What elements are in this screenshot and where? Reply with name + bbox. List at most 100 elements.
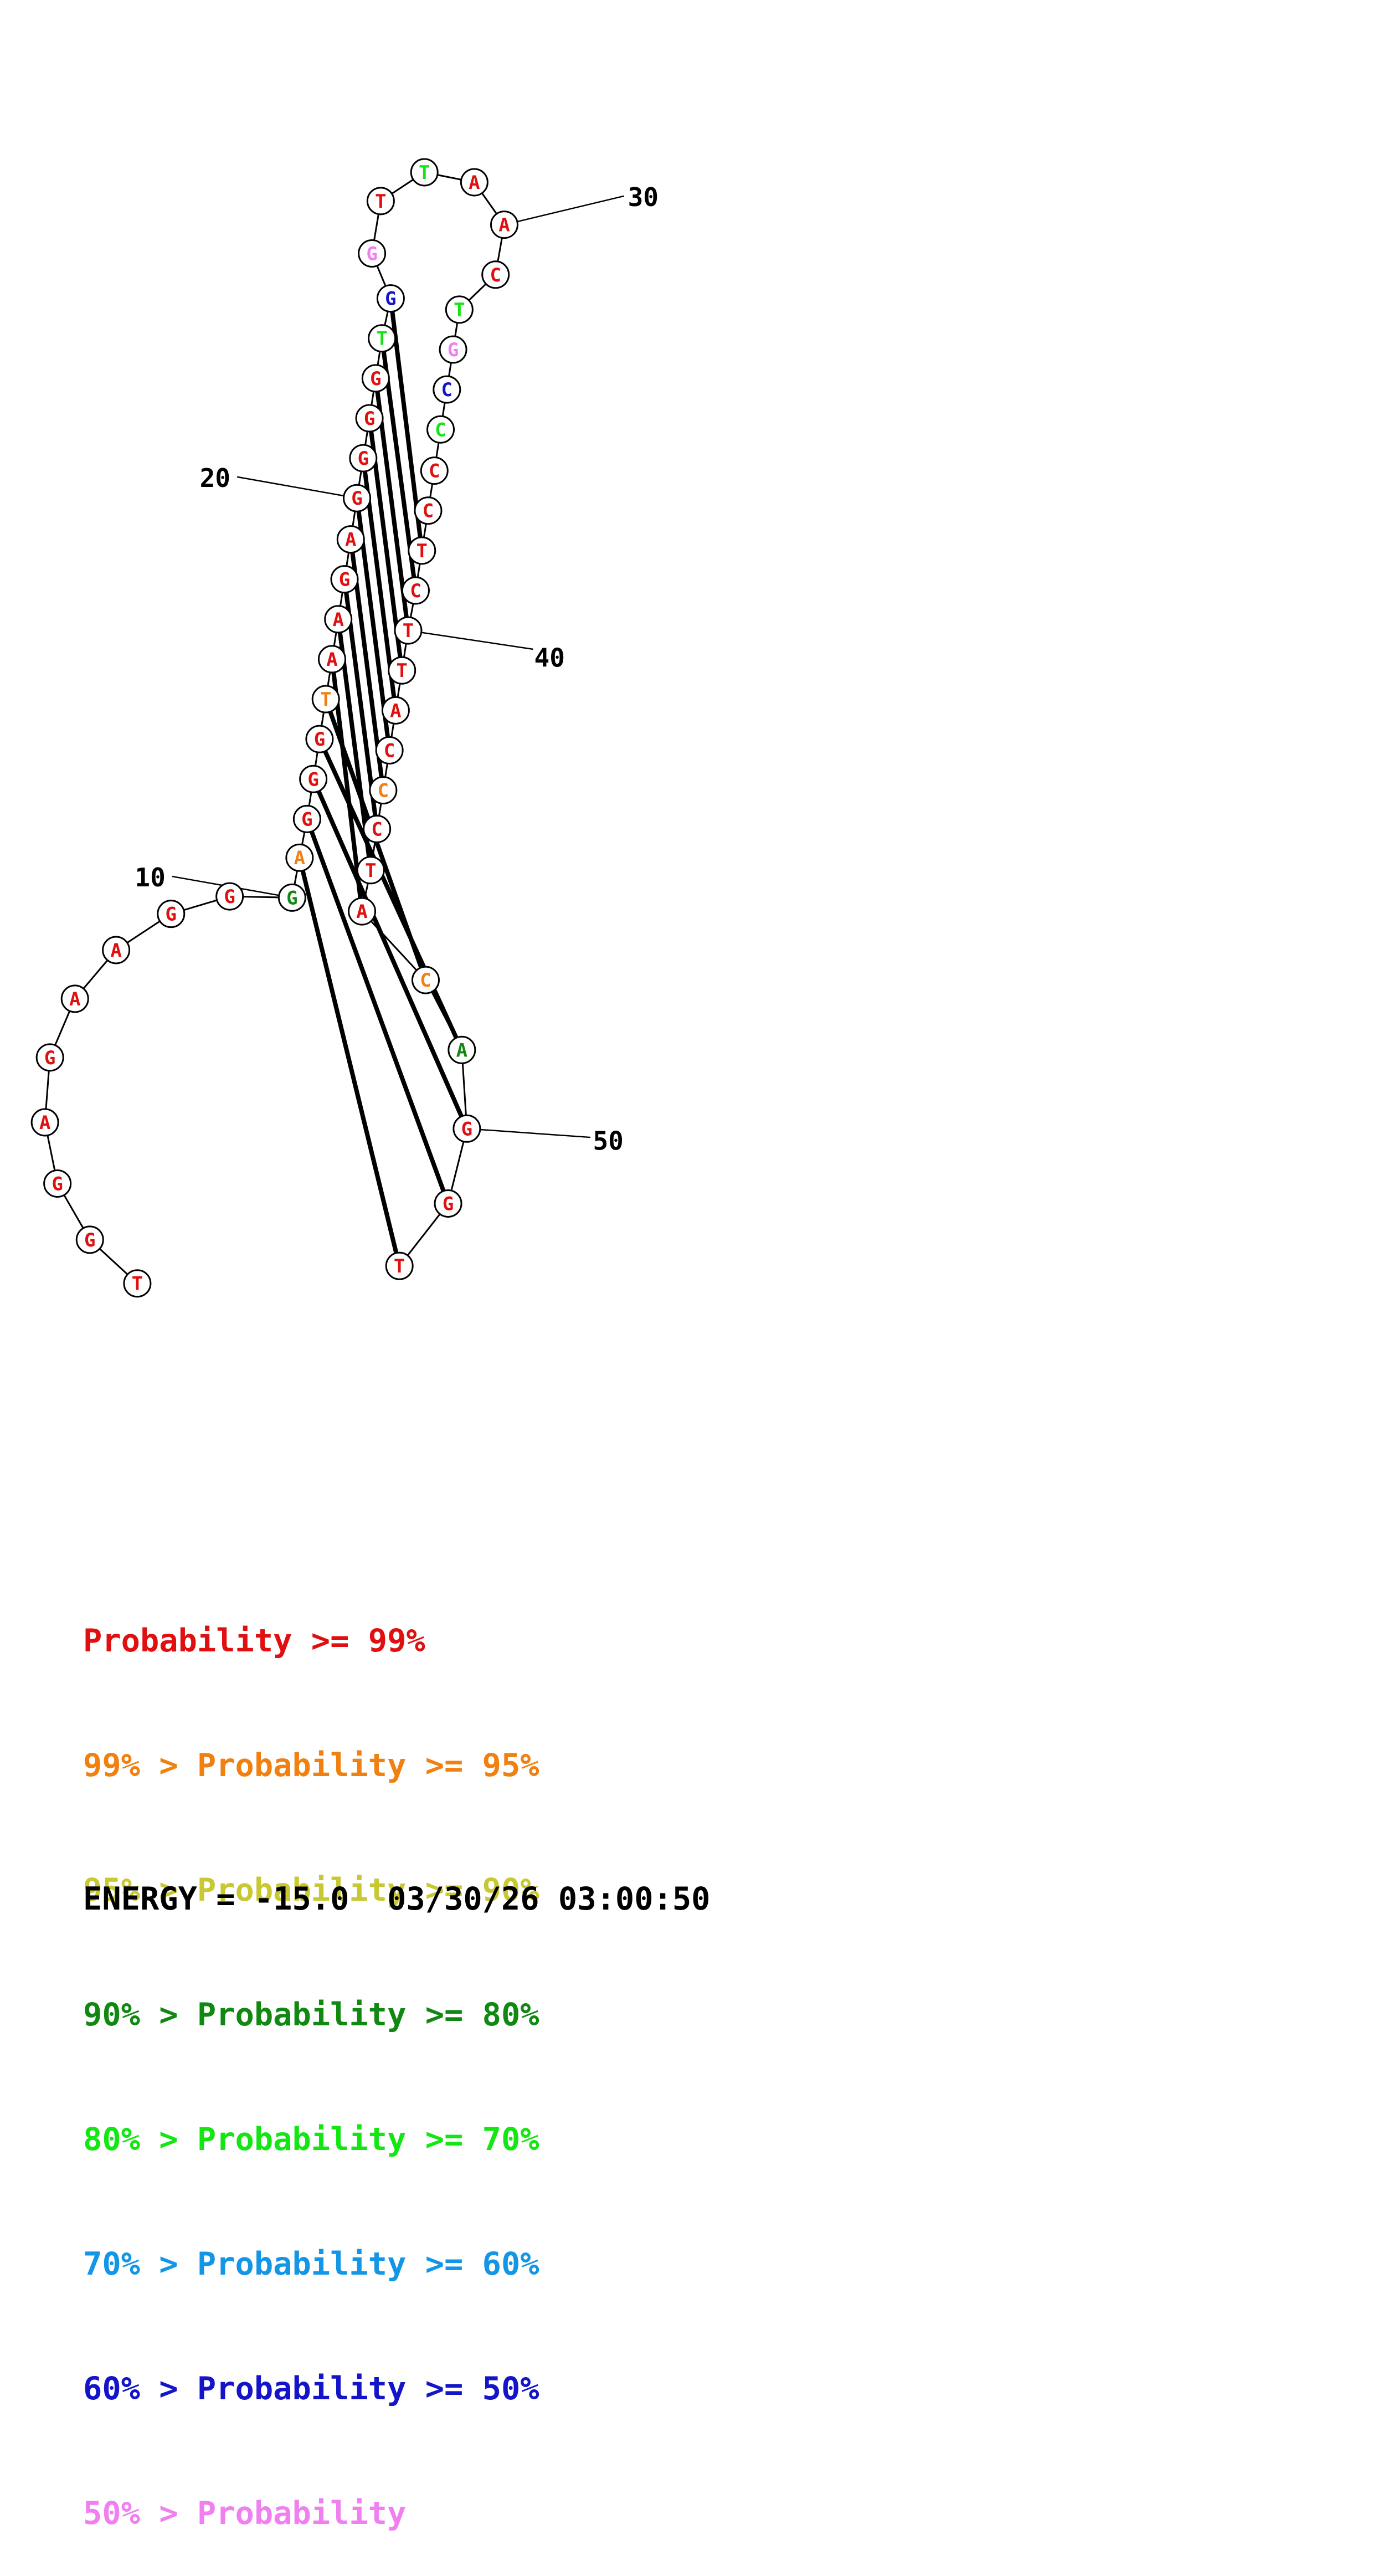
nucleotide: G	[330, 565, 359, 594]
legend-row-prefix: 95% >	[83, 1872, 197, 1908]
nucleotide-letter: G	[364, 408, 375, 430]
nucleotide-letter: T	[375, 191, 386, 213]
position-tick-label: 40	[534, 643, 565, 673]
nucleotide-circle	[433, 375, 461, 404]
nucleotide-circle	[299, 764, 328, 793]
nucleotide: A	[448, 1035, 476, 1064]
nucleotide: A	[348, 897, 377, 926]
probability-legend: Probability >= 99% 99% > Probability >= …	[83, 1537, 539, 2576]
nucleotide-letter: G	[224, 886, 235, 908]
nucleotide-letter: T	[132, 1273, 143, 1295]
legend-row: 99% > Probability >= 95%	[83, 1745, 539, 1787]
nucleotide-circle	[369, 776, 398, 805]
nucleotide-circle	[411, 966, 440, 994]
nucleotide: A	[490, 211, 518, 239]
legend-row: 95% > Probability >= 90%	[83, 1870, 539, 1911]
position-tick-label: 20	[200, 463, 230, 493]
legend-row-prefix: 60% >	[83, 2370, 197, 2407]
nucleotide-circle	[330, 565, 359, 594]
nucleotide: G	[35, 1043, 64, 1072]
nucleotide-letter: C	[371, 818, 382, 840]
nucleotide-letter: G	[286, 887, 297, 909]
nucleotide: A	[102, 936, 131, 964]
nucleotide: A	[324, 605, 353, 634]
legend-row-prefix: 70% >	[83, 2246, 197, 2282]
nucleotide-circle	[366, 187, 395, 215]
nucleotide-letter: T	[403, 620, 414, 642]
nucleotide-letter: C	[429, 460, 440, 483]
nucleotide: C	[433, 375, 461, 404]
nucleotide: T	[123, 1269, 152, 1298]
nucleotide-circle	[75, 1225, 104, 1254]
nucleotide: G	[439, 335, 467, 364]
legend-row: Probability >= 99%	[83, 1620, 539, 1662]
energy-value: ENERGY = -15.0	[83, 1881, 349, 1917]
nucleotide: C	[481, 260, 510, 289]
nucleotide: C	[363, 814, 392, 843]
base-pair-bond	[317, 738, 464, 1051]
backbone-strand	[44, 171, 506, 1284]
nucleotide-letter: A	[356, 901, 367, 923]
nucleotide-circle	[343, 484, 372, 512]
nucleotide-circle	[277, 883, 306, 912]
nucleotide-letter: T	[365, 860, 376, 882]
nucleotide-letter: G	[166, 904, 177, 926]
legend-row-prefix: 50% >	[83, 2495, 197, 2532]
nucleotide: T	[311, 685, 340, 714]
nucleotide-circle	[35, 1043, 64, 1072]
base-pair-bond	[305, 818, 450, 1204]
nucleotide-circle	[355, 404, 384, 433]
nucleotide-letter: G	[339, 569, 350, 591]
nucleotide-circle	[375, 736, 404, 764]
nucleotide: T	[366, 187, 395, 215]
legend-row-prefix: 90% >	[83, 1997, 197, 2033]
nucleotide-letter: A	[69, 988, 80, 1010]
nucleotide: A	[317, 645, 346, 674]
nucleotide: C	[375, 736, 404, 764]
legend-row-text: Probability >= 80%	[197, 1997, 539, 2033]
nucleotide: A	[285, 843, 314, 872]
nucleotide-circle	[215, 882, 244, 911]
position-tick-label: 10	[135, 863, 165, 892]
nucleotide: T	[356, 856, 385, 885]
nucleotide-circle	[439, 335, 467, 364]
nucleotide-circle	[123, 1269, 152, 1298]
nucleotide-circle	[102, 936, 131, 964]
nucleotide: G	[299, 764, 328, 793]
nucleotide-circle	[460, 168, 488, 197]
nucleotide-letter: G	[307, 768, 318, 791]
nucleotide-circle	[426, 415, 455, 444]
nucleotide-letter: T	[394, 1255, 405, 1277]
legend-row-text: Probability >= 99%	[83, 1623, 425, 1659]
position-tick-label: 50	[593, 1126, 623, 1156]
nucleotide-letter: G	[443, 1193, 454, 1215]
nucleotide: T	[385, 1251, 414, 1280]
nucleotide: A	[460, 168, 488, 197]
nucleotide: G	[292, 804, 321, 833]
legend-row-text: Probability >= 90%	[197, 1872, 539, 1908]
nucleotide-letter: A	[498, 214, 510, 237]
nucleotide-letter: A	[345, 529, 356, 551]
legend-row-text: Probability >= 60%	[197, 2246, 539, 2282]
nucleotide-circle	[376, 284, 405, 313]
nucleotide-circle	[285, 843, 314, 872]
base-pair-bond	[297, 857, 402, 1267]
nucleotide-letter: C	[384, 740, 395, 762]
nucleotide-circle	[358, 239, 387, 268]
position-tick-line	[236, 476, 357, 499]
nucleotide-circle	[305, 725, 334, 753]
legend-row-text: Probability >= 70%	[197, 2121, 539, 2158]
nucleotide-circle	[445, 295, 474, 324]
nucleotide: G	[361, 364, 390, 393]
legend-row: 80% > Probability >= 70%	[83, 2119, 539, 2161]
legend-row-prefix: 99% >	[83, 1747, 197, 1784]
nucleotide: G	[355, 404, 384, 433]
nucleotide: C	[426, 415, 455, 444]
nucleotide: C	[369, 776, 398, 805]
nucleotide: G	[434, 1189, 462, 1218]
nucleotide: G	[376, 284, 405, 313]
nucleotide-circle	[381, 696, 410, 725]
nucleotide-letter: A	[332, 609, 343, 631]
nucleotide: G	[277, 883, 306, 912]
nucleotide-circle	[361, 364, 390, 393]
